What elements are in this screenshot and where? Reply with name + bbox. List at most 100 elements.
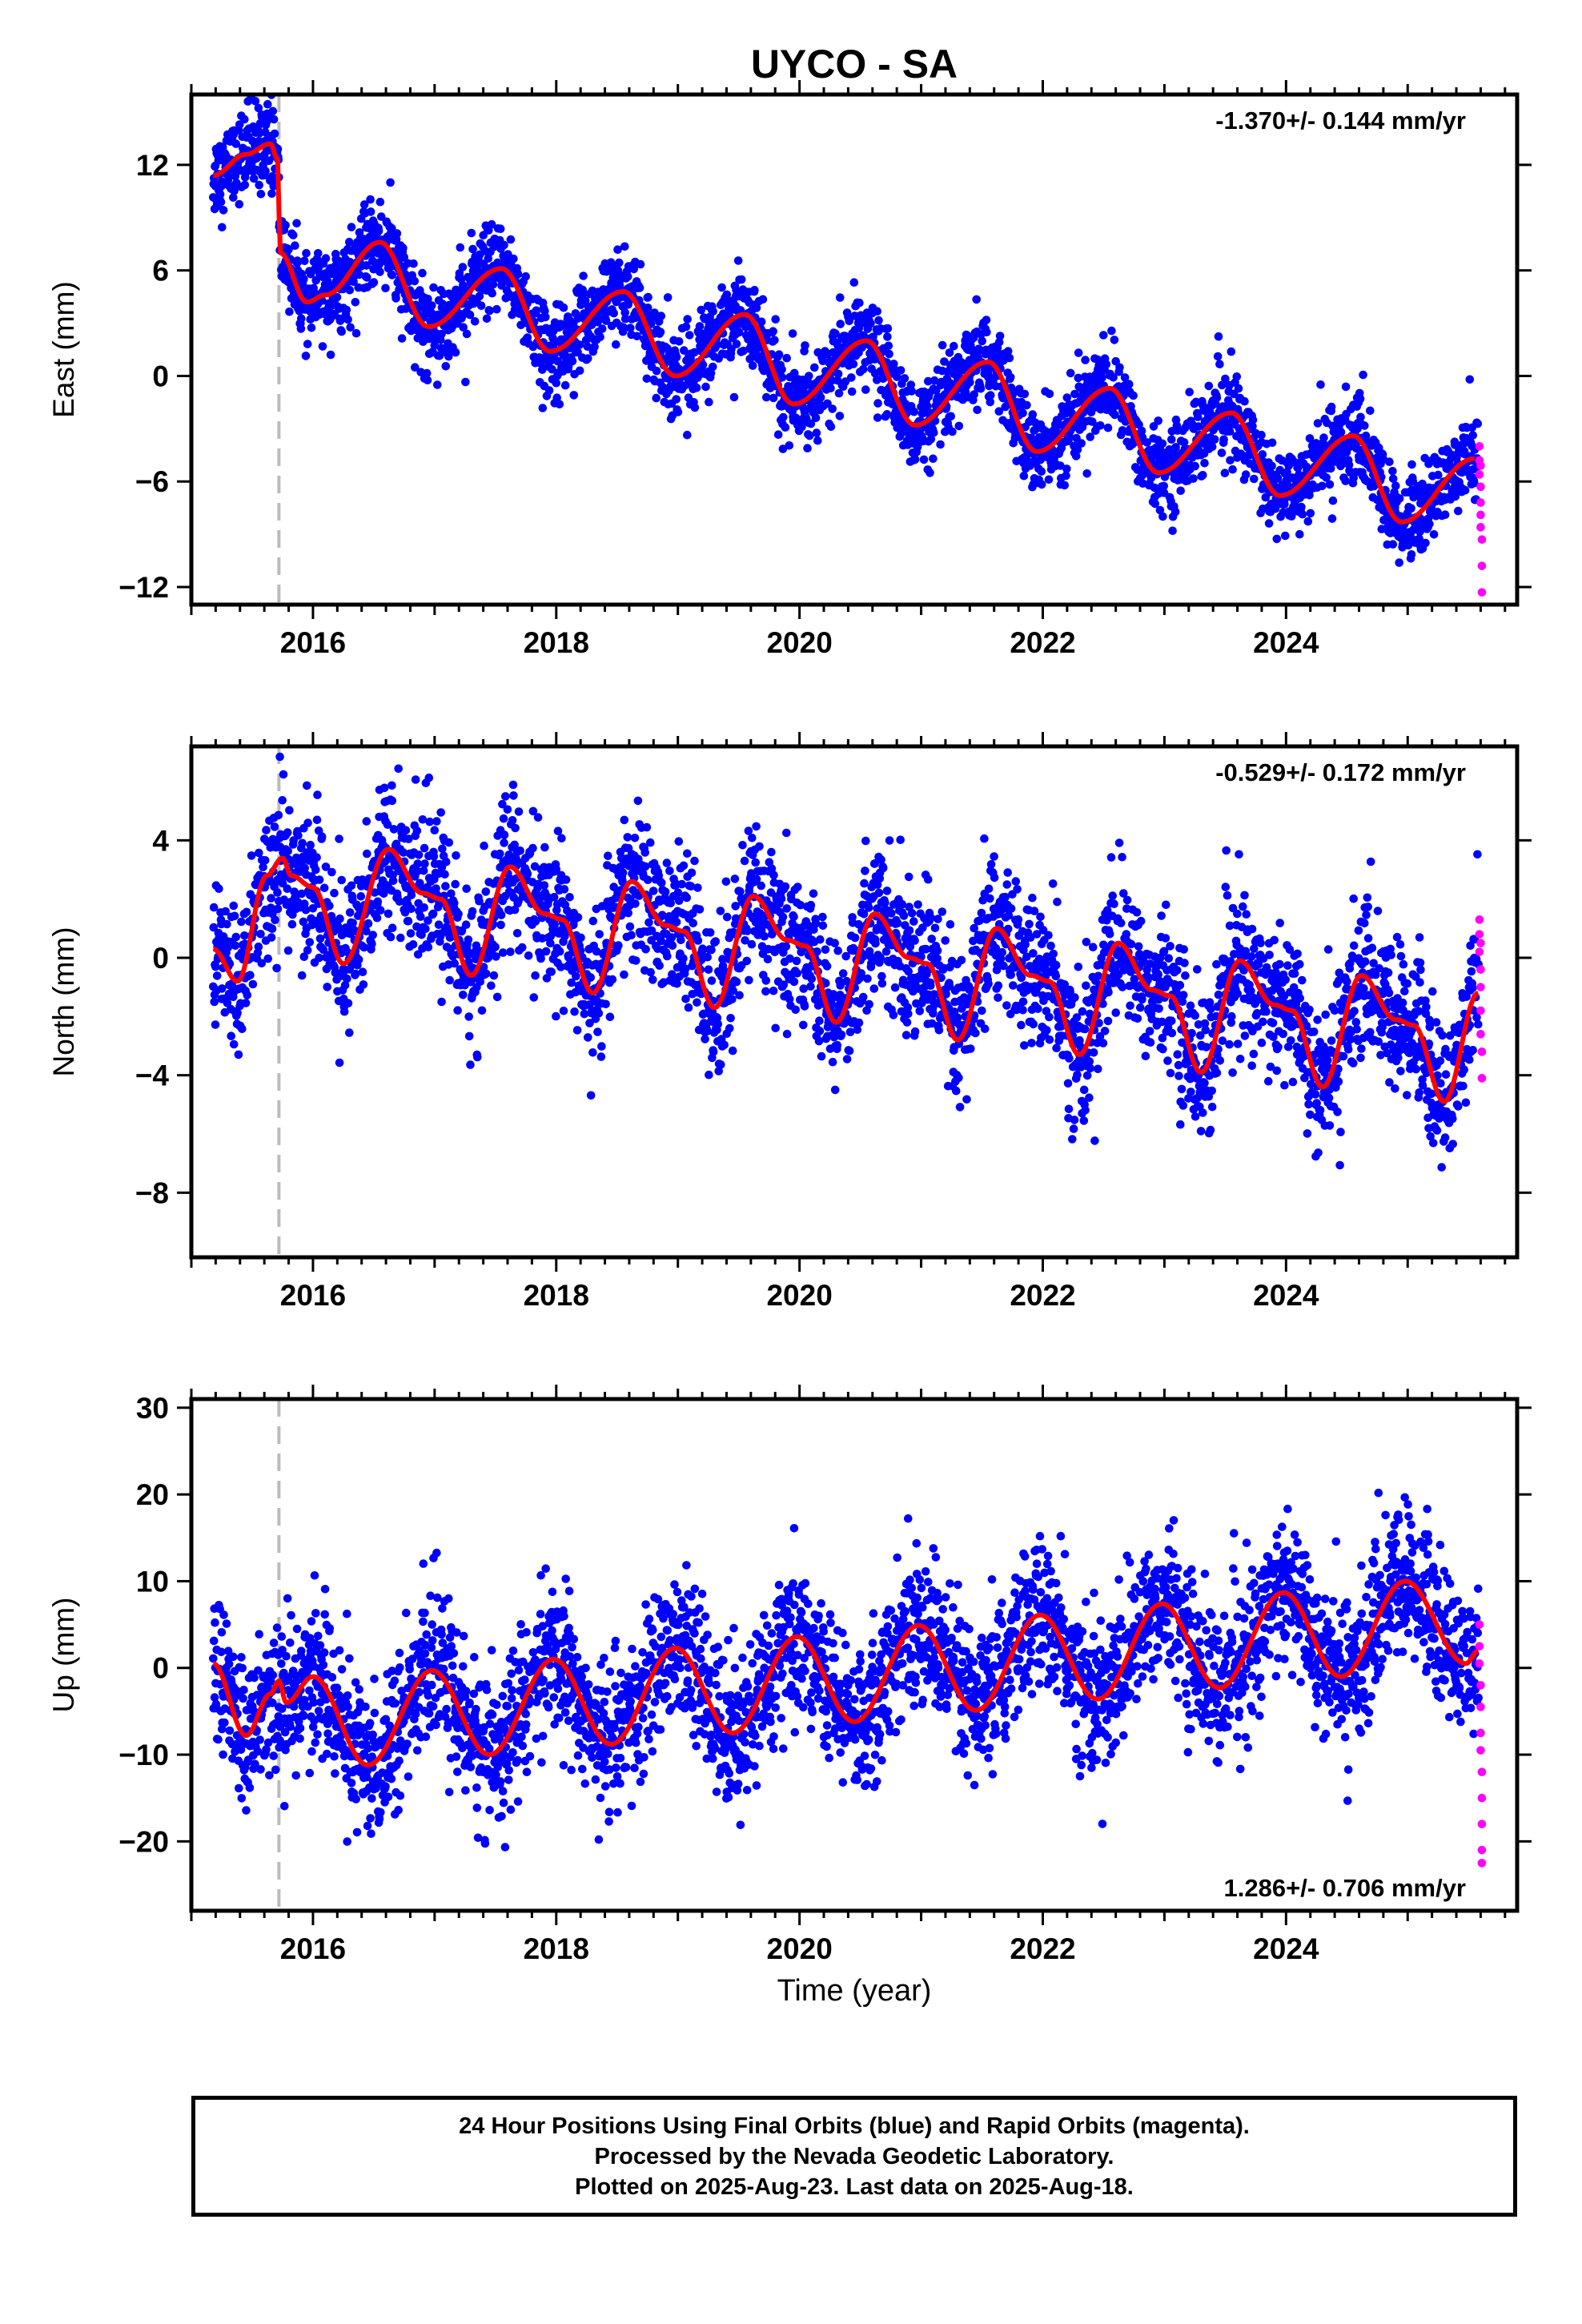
- final-point: [267, 924, 277, 933]
- final-point: [229, 1039, 239, 1049]
- final-point: [1473, 419, 1483, 428]
- final-point: [748, 361, 757, 370]
- final-point: [1199, 471, 1207, 480]
- final-point: [1305, 434, 1315, 443]
- final-point: [811, 413, 821, 423]
- final-point: [475, 292, 484, 301]
- final-point: [986, 397, 995, 407]
- final-point: [351, 298, 360, 307]
- final-point: [626, 324, 635, 332]
- final-point: [698, 360, 708, 369]
- final-point: [421, 924, 430, 934]
- final-point: [1159, 481, 1168, 491]
- final-point: [285, 308, 294, 316]
- final-point: [711, 937, 721, 946]
- final-point: [874, 316, 883, 325]
- final-point: [779, 412, 788, 422]
- final-point: [950, 341, 958, 351]
- final-point: [923, 402, 932, 411]
- final-point: [445, 975, 454, 985]
- final-point: [1098, 373, 1106, 382]
- final-point: [919, 455, 929, 464]
- final-point: [1316, 380, 1325, 389]
- y-tick-label: 6: [152, 255, 169, 287]
- final-point: [375, 197, 385, 207]
- final-point: [386, 932, 396, 942]
- final-point: [777, 365, 786, 374]
- final-point: [1250, 474, 1259, 484]
- final-point: [1395, 558, 1403, 567]
- final-point: [452, 851, 460, 860]
- final-point: [620, 815, 629, 825]
- final-point: [362, 817, 371, 826]
- final-point: [467, 228, 476, 238]
- final-point: [274, 810, 283, 820]
- final-point: [816, 393, 825, 402]
- final-point: [549, 892, 559, 902]
- final-point: [662, 858, 672, 867]
- final-point: [1272, 534, 1282, 544]
- final-point: [782, 353, 791, 363]
- final-point: [1074, 348, 1083, 357]
- final-point: [464, 1012, 473, 1021]
- final-point: [521, 271, 530, 281]
- final-point: [1355, 394, 1365, 404]
- final-point: [399, 243, 408, 253]
- final-point: [693, 936, 703, 945]
- final-point: [389, 825, 399, 834]
- final-point: [496, 849, 504, 858]
- final-point: [496, 920, 505, 930]
- final-point: [1062, 471, 1070, 480]
- final-point: [695, 322, 705, 331]
- y-tick-label: −6: [135, 465, 169, 498]
- final-point: [1176, 486, 1185, 496]
- final-point: [254, 942, 263, 951]
- final-point: [468, 907, 477, 916]
- final-point: [303, 946, 312, 955]
- final-point: [648, 975, 657, 984]
- final-point: [560, 380, 570, 390]
- final-point: [297, 314, 306, 324]
- final-point: [315, 934, 325, 943]
- final-point: [1210, 435, 1219, 444]
- final-point: [1185, 388, 1194, 396]
- final-point: [709, 307, 717, 316]
- final-point: [366, 207, 375, 216]
- rapid-point: [1476, 482, 1485, 492]
- final-point: [1418, 479, 1427, 489]
- final-point: [1073, 445, 1082, 454]
- final-orbit-points: [209, 94, 1483, 567]
- final-point: [500, 830, 509, 839]
- final-point: [1154, 416, 1162, 425]
- final-point: [284, 245, 293, 254]
- final-point: [508, 780, 518, 790]
- final-point: [684, 1003, 693, 1012]
- final-point: [771, 315, 780, 324]
- final-point: [442, 857, 451, 866]
- rapid-point: [1475, 442, 1484, 451]
- final-point: [323, 276, 332, 286]
- final-point: [1388, 474, 1398, 484]
- final-point: [387, 781, 396, 790]
- final-point: [247, 851, 256, 860]
- final-point: [480, 841, 488, 850]
- final-point: [492, 992, 502, 1002]
- final-point: [459, 323, 468, 332]
- final-point: [595, 930, 604, 939]
- final-point: [770, 336, 779, 345]
- final-point: [422, 368, 432, 378]
- final-point: [1388, 467, 1397, 476]
- final-point: [721, 877, 731, 887]
- final-point: [335, 914, 344, 923]
- final-point: [733, 256, 743, 265]
- final-point: [734, 328, 744, 337]
- final-point: [1407, 504, 1415, 513]
- final-point: [665, 866, 674, 875]
- final-point: [273, 904, 283, 914]
- final-point: [858, 364, 868, 374]
- final-point: [270, 822, 279, 831]
- final-point: [404, 916, 413, 926]
- rapid-point: [1476, 510, 1485, 520]
- final-point: [1037, 467, 1046, 476]
- final-point: [1267, 438, 1277, 448]
